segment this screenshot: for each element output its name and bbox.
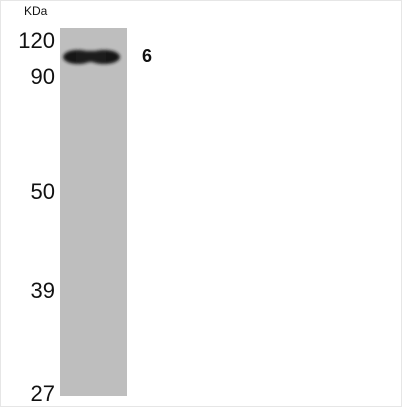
marker-label: 50: [31, 179, 55, 204]
band: [63, 50, 120, 64]
marker-label: 39: [31, 278, 55, 303]
marker-label: 120: [18, 28, 55, 53]
western-blot: KDa 120 90 50 39 27 6: [0, 0, 402, 407]
marker-label: 27: [31, 381, 55, 406]
lane: [60, 28, 127, 396]
unit-label: KDa: [24, 4, 48, 18]
marker-label: 90: [31, 64, 55, 89]
band-label: 6: [142, 46, 152, 66]
